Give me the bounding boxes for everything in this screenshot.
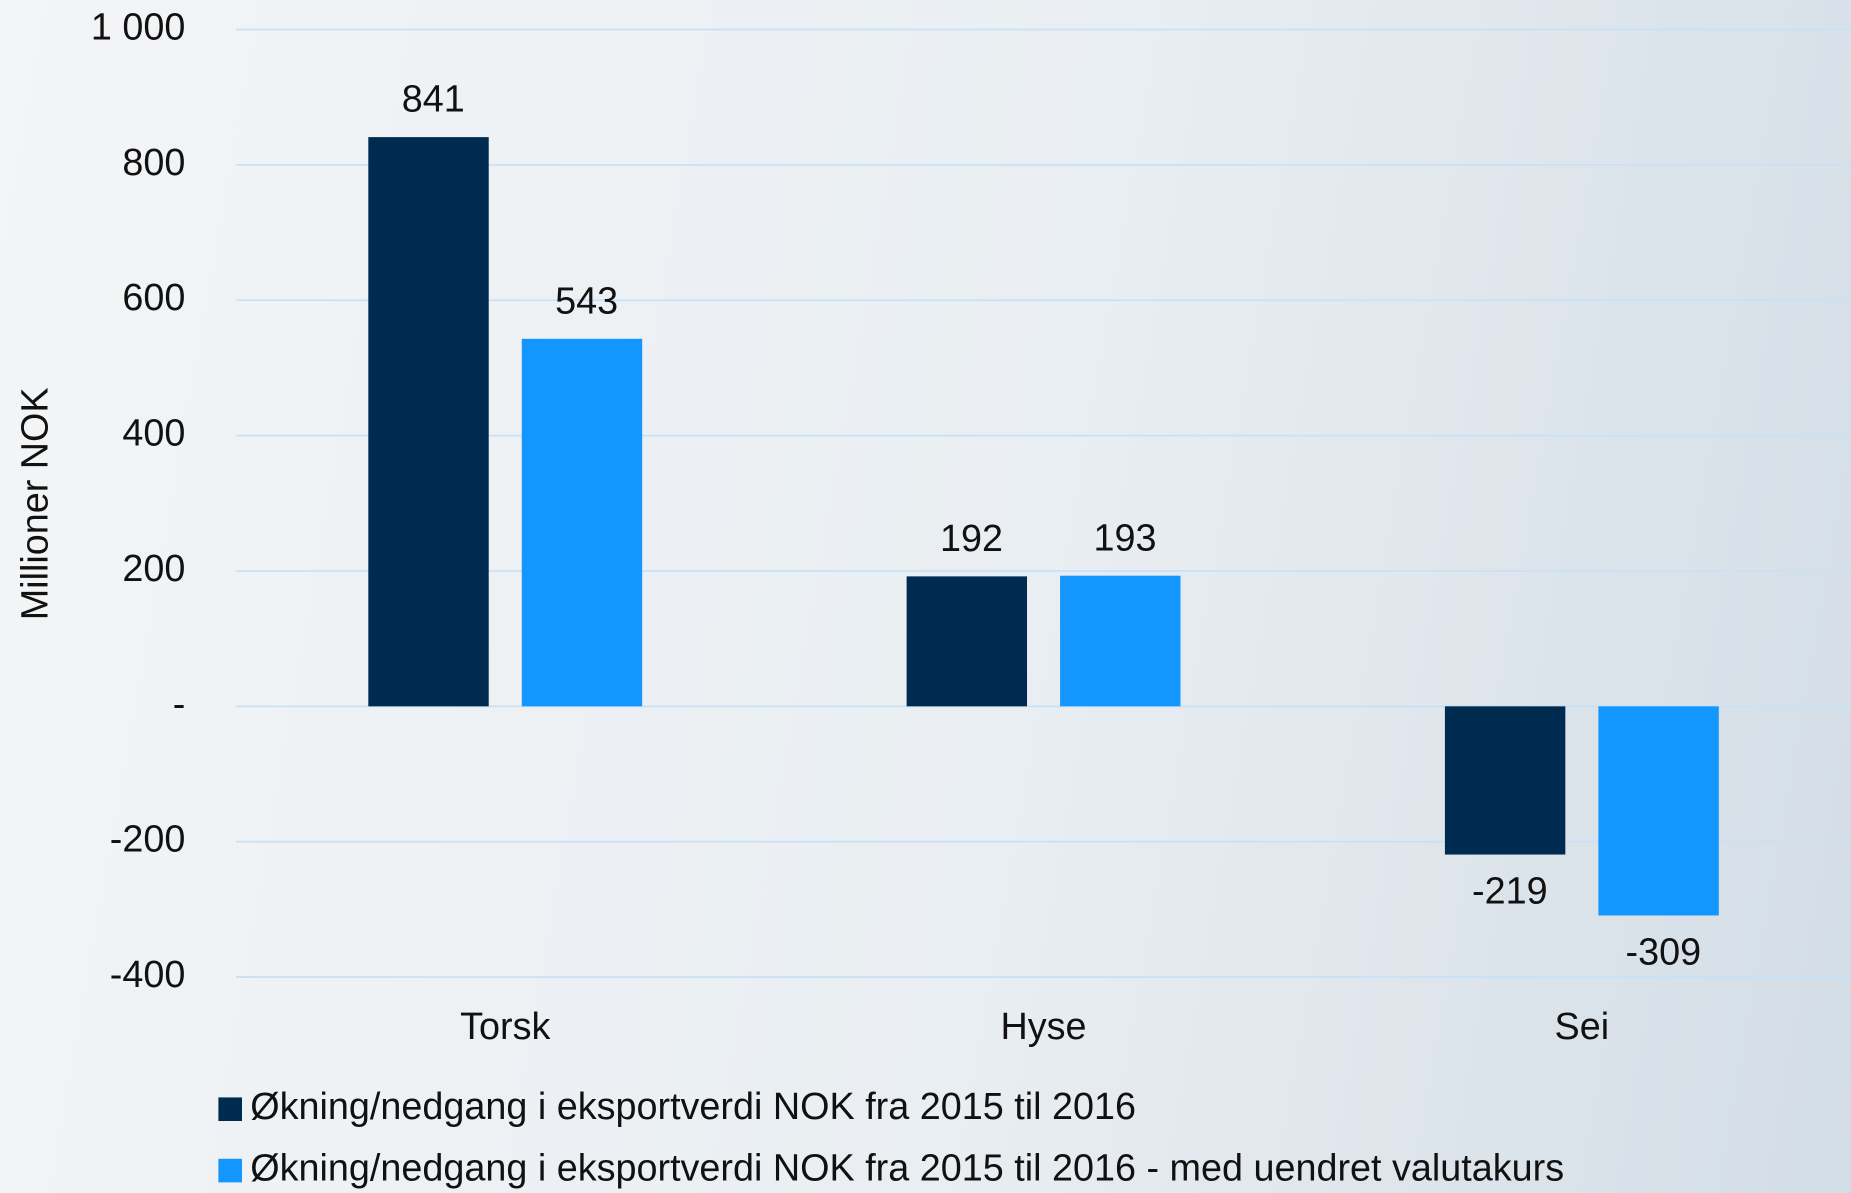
data-label: 841 bbox=[402, 79, 465, 121]
bar bbox=[1598, 706, 1719, 916]
y-tick-label: 800 bbox=[122, 142, 185, 184]
y-axis-label: Millioner NOK bbox=[15, 387, 57, 620]
data-label: 193 bbox=[1094, 517, 1157, 559]
bar bbox=[521, 338, 643, 707]
bar bbox=[368, 137, 489, 707]
bar bbox=[1060, 575, 1181, 707]
data-label: 192 bbox=[940, 518, 1003, 560]
legend-swatch bbox=[218, 1097, 242, 1122]
y-tick-label: 200 bbox=[122, 548, 185, 590]
x-tick-label: Sei bbox=[1555, 1006, 1610, 1048]
x-tick-label: Torsk bbox=[460, 1006, 550, 1048]
y-tick-label: -400 bbox=[110, 954, 186, 996]
bar bbox=[1444, 706, 1566, 855]
legend-label: Økning/nedgang i eksportverdi NOK fra 20… bbox=[250, 1086, 1136, 1128]
y-tick-label: 600 bbox=[122, 277, 185, 319]
y-tick-label: 400 bbox=[122, 413, 185, 455]
y-tick-label: -200 bbox=[110, 819, 186, 861]
data-label: 543 bbox=[555, 280, 618, 322]
y-tick-label: - bbox=[173, 683, 186, 725]
data-label: -219 bbox=[1472, 870, 1548, 912]
legend-label: Økning/nedgang i eksportverdi NOK fra 20… bbox=[250, 1148, 1564, 1190]
bar bbox=[906, 576, 1028, 707]
legend-swatch bbox=[218, 1158, 242, 1183]
data-label: -309 bbox=[1626, 931, 1702, 973]
y-tick-label: 1 000 bbox=[91, 6, 185, 48]
x-tick-label: Hyse bbox=[1001, 1006, 1087, 1048]
